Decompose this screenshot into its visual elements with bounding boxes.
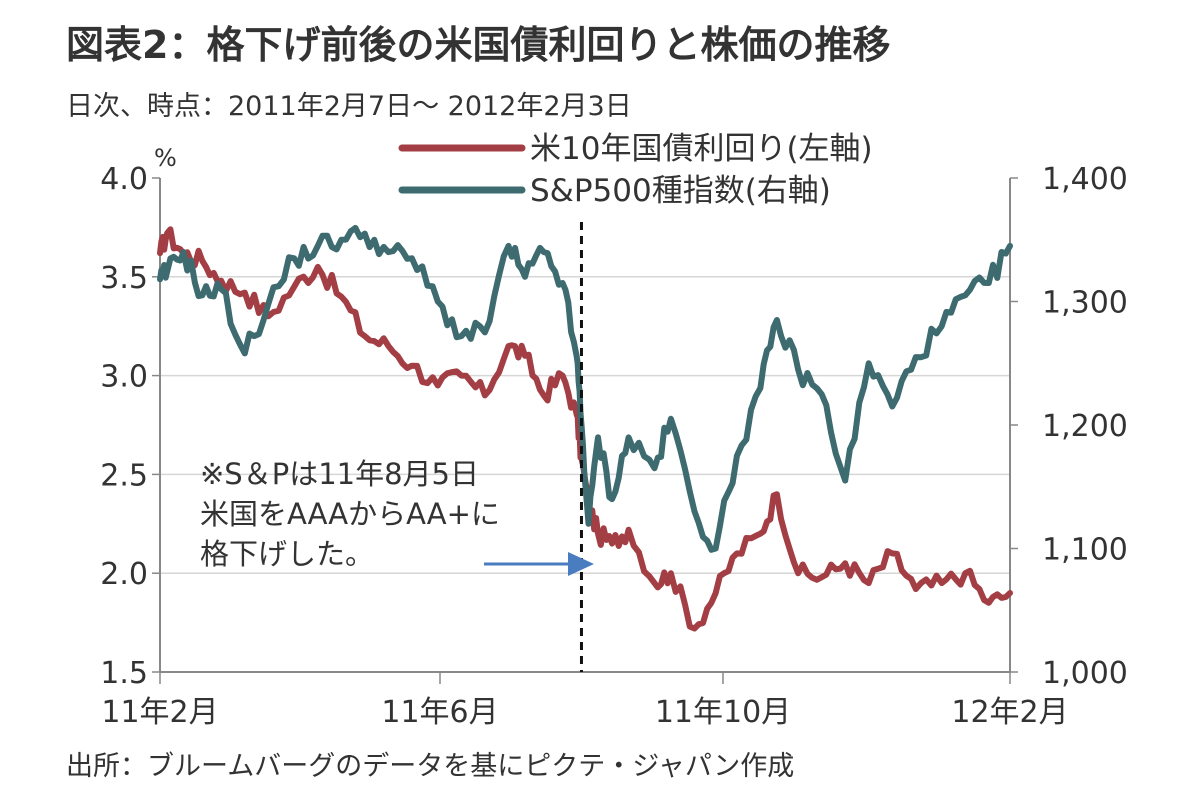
y-left-tick-label: 3.5 xyxy=(100,261,148,296)
annotation-text-line: 米国をAAAからAA+に xyxy=(200,497,500,531)
axis-layer: 4.0 3.5 3.0 2.5 2.0 1.5 1,400 1,300 1,200 1,100 1,… xyxy=(100,144,1128,730)
chart-title: 図表2：格下げ前後の米国債利回りと株価の推移 xyxy=(66,23,891,67)
y-right-tick-label: 1,400 xyxy=(1042,162,1128,197)
x-tick-label: 11年6月 xyxy=(381,695,498,730)
legend-label-sp500: S&P500種指数(右軸) xyxy=(530,173,831,209)
x-tick-label: 11年2月 xyxy=(101,695,218,730)
y-left-tick-label: 2.0 xyxy=(100,557,148,592)
legend-label-yield: 米10年国債利回り(左軸) xyxy=(530,131,873,167)
y-left-tick-label: 2.5 xyxy=(100,458,148,493)
x-tick-label: 11年10月 xyxy=(655,695,791,730)
annotation-text-line: ※S＆Pは11年8月5日 xyxy=(200,457,479,491)
y-left-tick-label: 4.0 xyxy=(100,162,148,197)
x-tick-label: 12年2月 xyxy=(951,695,1068,730)
y-right-tick-label: 1,100 xyxy=(1042,533,1128,568)
y-right-tick-label: 1,300 xyxy=(1042,286,1128,321)
chart-source-note: 出所：ブルームバーグのデータを基にピクテ・ジャパン作成 xyxy=(66,751,795,782)
y-left-tick-label: 3.0 xyxy=(100,360,148,395)
y-right-tick-label: 1,200 xyxy=(1042,409,1128,444)
y-right-tick-label: 1,000 xyxy=(1042,656,1128,691)
y-left-unit-label: % xyxy=(154,144,177,172)
y-left-tick-label: 1.5 xyxy=(100,656,148,691)
annotation-text-line: 格下げした。 xyxy=(200,537,374,571)
annotation-arrow-head xyxy=(568,552,594,576)
legend: 米10年国債利回り(左軸) S&P500種指数(右軸) xyxy=(398,131,873,209)
chart-subtitle: 日次、時点：2011年2月7日～ 2012年2月3日 xyxy=(66,91,632,122)
